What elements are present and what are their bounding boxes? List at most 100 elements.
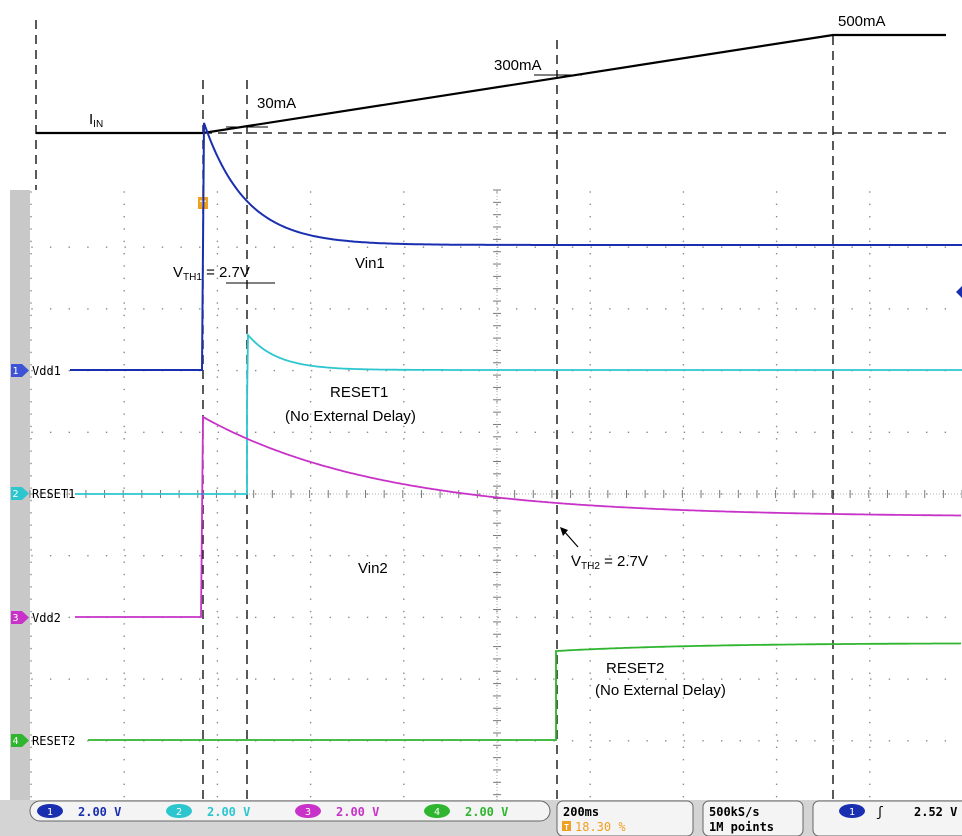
grid-dot <box>682 240 685 243</box>
grid-dot <box>869 388 871 391</box>
grid-dot <box>310 431 313 433</box>
grid-dot <box>460 678 462 680</box>
grid-dot <box>589 475 591 477</box>
channel-1-marker[interactable]: 1 Vdd1 <box>11 364 61 378</box>
grid-dot <box>403 487 405 489</box>
channel-2-marker[interactable]: 2 RESET1 <box>11 487 75 501</box>
grid-dot <box>496 734 498 736</box>
svg-text:2: 2 <box>12 489 18 500</box>
grid-dot <box>309 339 312 341</box>
grid-dot <box>216 475 219 477</box>
grid-dot <box>403 561 405 563</box>
grid-dot <box>217 555 220 557</box>
grid-dot <box>775 758 778 761</box>
trigger-panel[interactable]: 1 ʃ 2.52 V <box>812 800 962 836</box>
grid-dot <box>31 308 33 310</box>
grid-dot <box>775 647 778 650</box>
grid-dot <box>869 364 871 366</box>
grid-dot <box>49 308 52 310</box>
ch4-scale[interactable]: 4 2.00 V <box>424 804 508 819</box>
channel-3-marker[interactable]: 3 Vdd2 <box>11 611 61 625</box>
grid-dot <box>496 746 498 748</box>
grid-dot <box>869 413 871 415</box>
grid-dot <box>216 450 219 452</box>
channel-4-marker[interactable]: 4 RESET2 <box>11 734 75 748</box>
grid-dot <box>496 388 498 391</box>
current-profile-diagram: IIN 30mA 300mA 500mA <box>35 13 946 190</box>
timebase-panel[interactable]: 200ms T 18.30 % <box>556 800 694 836</box>
grid-dot <box>515 616 518 619</box>
grid-dot <box>216 314 219 317</box>
grid-dot <box>646 493 648 495</box>
ch2-scale[interactable]: 2 2.00 V <box>166 804 250 819</box>
grid-dot <box>199 246 201 248</box>
grid-dot <box>589 302 591 304</box>
grid-dot <box>441 678 443 680</box>
grid-dot <box>926 493 928 495</box>
vin2-label: Vin2 <box>358 560 388 577</box>
grid-dot <box>682 783 685 786</box>
grid-dot <box>739 246 742 248</box>
grid-dot <box>30 746 32 748</box>
grid-dot <box>682 549 685 551</box>
grid-dot <box>775 499 778 502</box>
grid-dot <box>682 524 685 526</box>
grid-dot <box>683 740 686 742</box>
grid-dot <box>589 215 591 218</box>
grid-dot <box>589 364 591 366</box>
grid-dot <box>682 598 685 600</box>
grid-dot <box>403 240 405 243</box>
grid-dot <box>720 493 723 495</box>
grid-dot <box>869 302 871 304</box>
grid-dot <box>403 203 405 206</box>
grid-dot <box>422 678 425 680</box>
grid-dot <box>31 555 33 557</box>
grid-dot <box>403 610 405 613</box>
grid-dot <box>682 487 685 489</box>
grid-dot <box>30 586 32 588</box>
grid-dot <box>496 191 498 193</box>
grid-dot <box>123 475 125 477</box>
grid-dot <box>236 616 238 619</box>
grid-dot <box>682 610 685 613</box>
ch1-scale[interactable]: 1 2.00 V <box>37 804 121 819</box>
grid-dot <box>775 450 778 452</box>
grid-dot <box>236 369 238 372</box>
grid-dot <box>534 555 536 557</box>
grid-dot <box>460 616 462 619</box>
grid-dot <box>775 327 778 329</box>
grid-dot <box>589 561 591 563</box>
grid-dot <box>403 549 405 551</box>
grid-dot <box>236 246 238 248</box>
grid-dot <box>682 660 685 662</box>
grid-dot <box>216 771 219 773</box>
grid-dot <box>496 327 498 329</box>
grid-dot <box>682 462 685 465</box>
grid-dot <box>775 771 778 773</box>
offscreen-arrow-icon <box>956 286 962 298</box>
grid-dot <box>254 678 257 680</box>
grid-dot <box>888 431 891 433</box>
grid-dot <box>944 431 947 433</box>
acquisition-panel[interactable]: 500kS/s 1M points <box>702 800 804 836</box>
grid-dot <box>795 740 797 742</box>
grid-dot <box>589 438 591 440</box>
grid-dot <box>888 308 891 310</box>
grid-dot <box>775 228 778 230</box>
grid-dot <box>832 678 835 680</box>
grid-dot <box>216 277 219 280</box>
ch3-scale[interactable]: 3 2.00 V <box>295 804 379 819</box>
current-label: IIN <box>89 111 103 130</box>
grid-dot <box>236 555 238 557</box>
grid-dot <box>739 308 742 310</box>
grid-dot <box>682 561 685 563</box>
grid-dot <box>775 795 778 798</box>
grid-dot <box>403 351 405 354</box>
grid-dot <box>30 672 32 674</box>
grid-dot <box>123 758 125 761</box>
grid-dot <box>348 246 350 248</box>
grid-dot <box>124 678 126 680</box>
grid-dot <box>609 678 611 680</box>
grid-dot <box>105 308 108 310</box>
